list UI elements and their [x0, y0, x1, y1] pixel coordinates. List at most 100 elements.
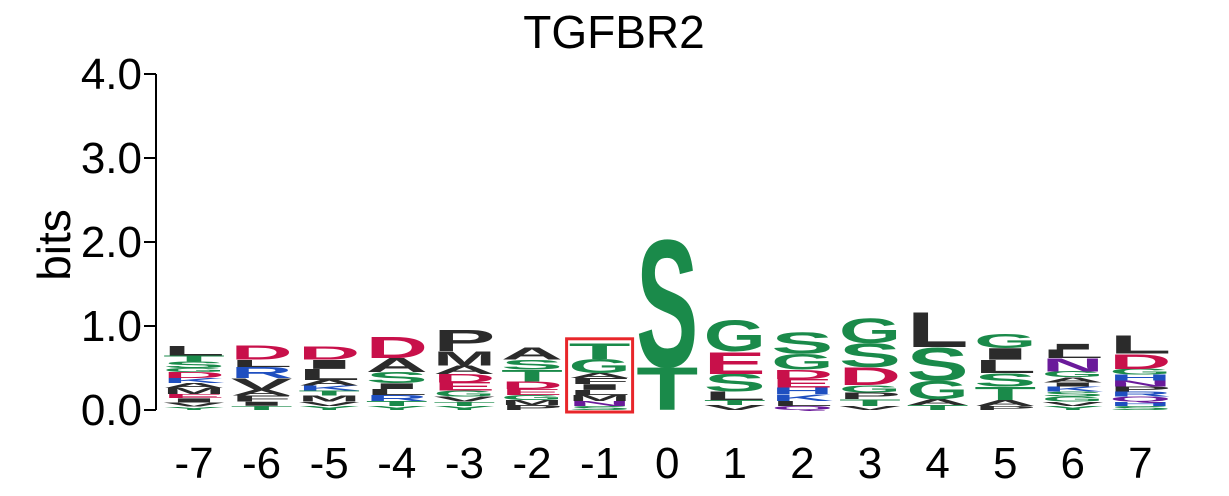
logo-letter: L	[569, 389, 631, 397]
logo-letter: M	[569, 393, 631, 402]
x-tick-label: 7	[1128, 439, 1152, 488]
logo-letter: Y	[433, 405, 495, 412]
logo-letter: Y	[163, 406, 225, 411]
x-tick-label: 3	[858, 439, 882, 488]
logo-letter: T	[366, 400, 428, 408]
logo-letter: Y	[366, 405, 428, 412]
logo-letter: P	[974, 405, 1036, 412]
logo-letter: T	[163, 354, 225, 363]
logo-letter: V	[1042, 401, 1104, 408]
logo-letter: A	[1042, 376, 1104, 384]
logo-letter: G	[1042, 395, 1104, 403]
logo-letter: H	[1109, 400, 1171, 407]
logo-letter: P	[501, 404, 563, 412]
logo-letter: G	[569, 355, 631, 377]
logo-letter: H	[1109, 373, 1171, 382]
x-tick-label: 2	[790, 439, 814, 488]
logo-letter: E	[163, 393, 225, 400]
logo-glyph-stacks: YVIEMAKDGSTLTIFAVRLDYVMTKALIDYTRLISADYTV…	[163, 201, 1171, 423]
logo-letter: F	[569, 377, 631, 386]
logo-letter: Y	[1042, 405, 1104, 412]
logo-letter: T	[298, 389, 360, 397]
logo-letter: V	[434, 395, 496, 403]
logo-letter: S	[366, 370, 428, 387]
logo-letter: G	[704, 311, 766, 361]
logo-letter: G	[433, 389, 495, 398]
logo-letter: S	[163, 359, 225, 370]
logo-letter: D	[501, 380, 563, 392]
y-tick-label: 0.0	[81, 386, 142, 435]
logo-letter: L	[1042, 348, 1104, 361]
x-tick-label: -4	[377, 439, 416, 488]
logo-letter: V	[298, 401, 360, 408]
logo-letter: G	[839, 311, 901, 350]
logo-letter: T	[231, 405, 293, 412]
logo-letter: A	[231, 388, 293, 397]
logo-letter: G	[974, 330, 1036, 352]
logo-letter: S	[771, 326, 833, 360]
logo-letter: T	[839, 397, 901, 407]
logo-letter: H	[771, 386, 833, 396]
logo-letter: S	[974, 370, 1036, 391]
logo-letter: S	[1042, 390, 1104, 398]
logo-letter: S	[907, 338, 969, 391]
logo-letter: A	[298, 378, 360, 387]
y-tick-label: 4.0	[81, 50, 142, 99]
logo-letter: M	[163, 387, 225, 396]
x-tick-label: 5	[993, 439, 1017, 488]
logo-letter: L	[907, 301, 969, 358]
logo-letter: K	[163, 377, 225, 385]
logo-letter: A	[366, 355, 428, 377]
logo-letter: I	[366, 382, 428, 391]
y-tick-label: 2.0	[81, 218, 142, 267]
logo-letter: M	[298, 394, 360, 403]
logo-letter: I	[298, 357, 360, 371]
logo-letter: V	[231, 375, 293, 393]
logo-letter: G	[1109, 367, 1171, 376]
logo-letter: R	[366, 393, 428, 402]
logo-letter: G	[771, 350, 833, 375]
logo-letter: S	[704, 369, 766, 397]
logo-letter: T	[569, 338, 631, 363]
logo-letter: T	[974, 383, 1036, 404]
logo-letter: K	[771, 392, 833, 402]
logo-letter: T	[501, 367, 563, 385]
logo-letter: N	[1109, 379, 1171, 388]
logo-letter: N	[569, 399, 631, 407]
logo-letter: S	[569, 405, 631, 412]
logo-letter: A	[569, 372, 631, 380]
logo-letter: L	[163, 343, 225, 359]
logo-letter: E	[704, 345, 766, 381]
logo-letter: V	[163, 401, 225, 408]
logo-letter: A	[501, 344, 563, 364]
logo-letter: I	[231, 401, 293, 408]
logo-letter: I	[974, 345, 1036, 363]
logo-letter: P	[1109, 385, 1171, 393]
logo-letter: N	[1042, 355, 1104, 376]
logo-letter: Y	[298, 405, 360, 412]
logo-letter: D	[839, 363, 901, 390]
x-tick-label: -7	[174, 439, 213, 488]
logo-letter: E	[501, 387, 563, 396]
logo-letter: L	[704, 390, 766, 403]
logo-letter: S	[636, 201, 698, 405]
logo-letter: P	[839, 391, 901, 402]
x-axis: -7 -6 -5 -4 -3 -2 -1 0 1 2 3 4 5 6 7	[174, 439, 1152, 488]
logo-letter: G	[163, 367, 225, 374]
logo-letter: M	[501, 399, 563, 407]
x-tick-label: -2	[512, 439, 551, 488]
x-tick-label: -1	[580, 439, 619, 488]
logo-letter: S	[839, 337, 901, 375]
logo-letter: G	[839, 383, 901, 395]
highlight-box	[565, 337, 635, 414]
logo-letter: G	[1042, 370, 1104, 379]
logo-letter: F	[231, 394, 293, 403]
y-tick-label: 1.0	[81, 302, 142, 351]
logo-letter: S	[1109, 405, 1171, 412]
logo-letter: D	[163, 371, 225, 380]
logo-letter: L	[231, 358, 293, 370]
logo-letter: D	[433, 372, 495, 385]
x-tick-label: -3	[445, 439, 484, 488]
y-tick-label: 3.0	[81, 134, 142, 183]
